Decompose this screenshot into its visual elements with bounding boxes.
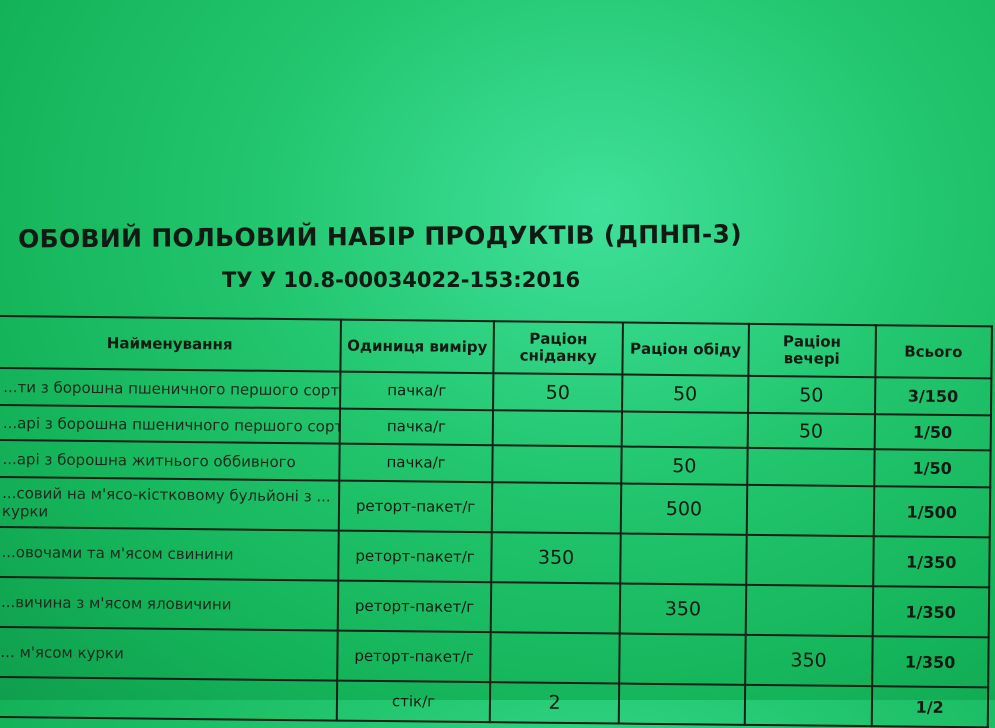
breakfast-cell bbox=[492, 410, 623, 447]
unit-cell: пачка/г bbox=[340, 371, 494, 411]
product-name: ...арі з борошна пшеничного першого сорт… bbox=[0, 405, 341, 444]
header-breakfast: Раціон сніданку bbox=[493, 321, 624, 375]
package-standard-code: ТУ У 10.8-00034022-153:2016 bbox=[222, 268, 581, 292]
lunch-cell: 500 bbox=[620, 483, 748, 535]
header-name: Найменування bbox=[0, 316, 341, 372]
total-cell: 1/350 bbox=[872, 536, 990, 588]
ration-table: Найменування Одиниця виміру Раціон сніда… bbox=[0, 315, 993, 728]
dinner-cell bbox=[746, 534, 874, 587]
unit-cell: реторт-пакет/г bbox=[338, 530, 492, 583]
header-total: Всього bbox=[874, 325, 992, 379]
dinner-cell bbox=[747, 447, 875, 487]
dinner-cell: 50 bbox=[747, 375, 875, 415]
unit-cell: пачка/г bbox=[339, 443, 493, 483]
dinner-cell: 350 bbox=[744, 634, 873, 687]
product-name: ...вичина з м'ясом яловичини bbox=[0, 576, 339, 631]
breakfast-cell: 2 bbox=[489, 682, 620, 724]
breakfast-cell: 50 bbox=[493, 373, 623, 412]
breakfast-cell bbox=[492, 445, 622, 484]
dinner-cell bbox=[744, 684, 872, 727]
breakfast-cell bbox=[490, 582, 621, 634]
lunch-cell bbox=[618, 683, 745, 725]
total-cell: 1/500 bbox=[873, 486, 991, 538]
dinner-cell bbox=[746, 484, 874, 537]
unit-cell: пачка/г bbox=[339, 408, 494, 446]
dinner-cell bbox=[745, 584, 873, 637]
package-title: ОБОВИЙ ПОЛЬОВИЙ НАБІР ПРОДУКТІВ (ДПНП-3) bbox=[17, 219, 743, 254]
lunch-cell: 50 bbox=[621, 446, 748, 485]
product-name: ...овочами та м'ясом свинини bbox=[0, 526, 339, 581]
product-name: ... м'ясом курки bbox=[0, 626, 338, 681]
product-name: ...совий на м'ясо-кістковому бульйоні з … bbox=[0, 477, 340, 531]
header-unit: Одиниця виміру bbox=[340, 319, 495, 374]
breakfast-cell: 350 bbox=[491, 532, 621, 584]
total-cell: 1/50 bbox=[874, 414, 992, 451]
total-cell: 3/150 bbox=[874, 377, 992, 416]
product-name: ...арі з борошна житнього оббивного bbox=[0, 440, 340, 481]
total-cell: 1/50 bbox=[873, 449, 991, 488]
dinner-cell: 50 bbox=[747, 412, 875, 450]
header-dinner: Раціон вечері bbox=[748, 323, 876, 378]
breakfast-cell bbox=[490, 632, 620, 684]
total-cell: 1/350 bbox=[871, 636, 989, 688]
unit-cell: реторт-пакет/г bbox=[337, 630, 491, 683]
lunch-cell: 50 bbox=[622, 374, 749, 413]
product-name bbox=[0, 676, 338, 721]
breakfast-cell bbox=[491, 482, 622, 534]
product-name: ...ти з борошна пшеничного першого сорту bbox=[0, 368, 341, 409]
lunch-cell: 350 bbox=[619, 583, 747, 635]
lunch-cell bbox=[620, 533, 747, 585]
total-cell: 1/2 bbox=[871, 686, 989, 728]
unit-cell: стік/г bbox=[336, 680, 491, 723]
lunch-cell bbox=[621, 411, 748, 448]
header-lunch: Раціон обіду bbox=[622, 322, 749, 376]
total-cell: 1/350 bbox=[872, 586, 990, 638]
lunch-cell bbox=[619, 633, 746, 685]
unit-cell: реторт-пакет/г bbox=[337, 580, 492, 633]
unit-cell: реторт-пакет/г bbox=[338, 480, 493, 533]
